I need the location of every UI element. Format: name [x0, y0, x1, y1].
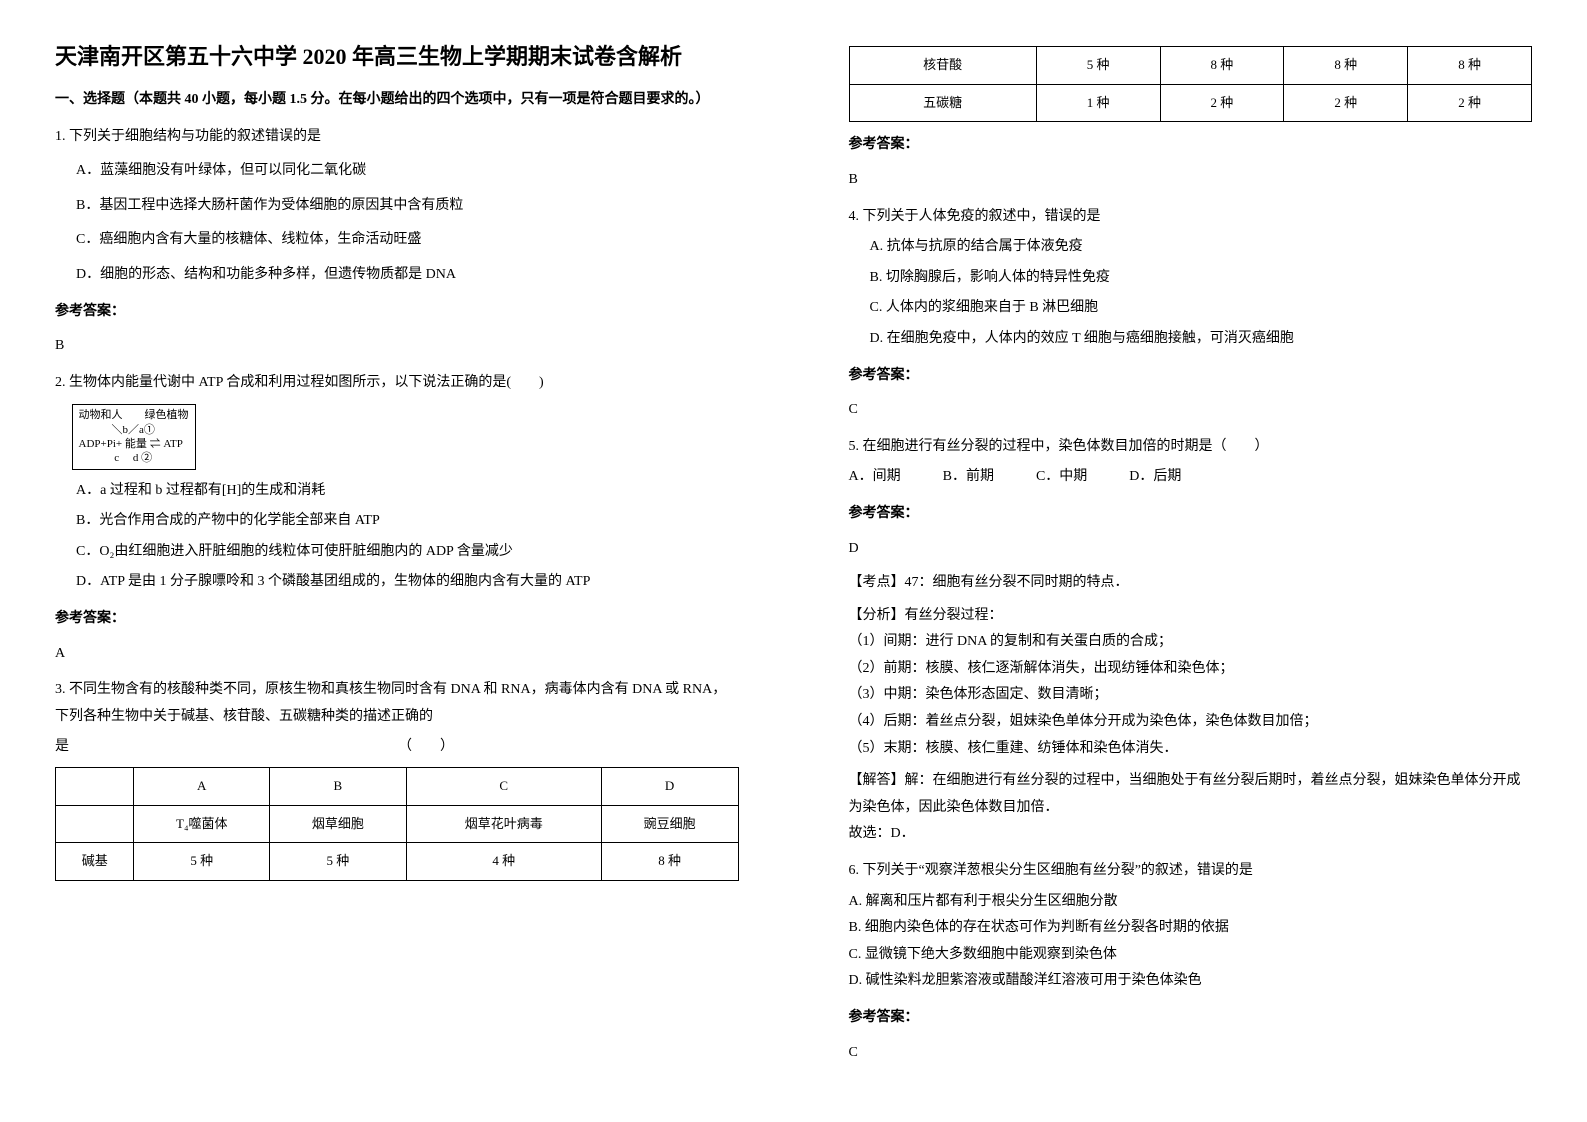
q3-answer: B — [849, 167, 1533, 194]
cell: 核苷酸 — [849, 47, 1036, 85]
table-row: A B C D — [56, 767, 739, 805]
cell: 5 种 — [270, 843, 407, 881]
q4-answer: C — [849, 397, 1533, 424]
left-page: 天津南开区第五十六中学 2020 年高三生物上学期期末试卷含解析 一、选择题（本… — [0, 0, 794, 1122]
q5-answer: D — [849, 536, 1533, 563]
q3-stem2: 是 （ ） — [55, 734, 739, 761]
q1-opt-d: D．细胞的形态、结构和功能多种多样，但遗传物质都是 DNA — [76, 262, 739, 289]
cell: C — [406, 767, 601, 805]
q4-opt-c: C. 人体内的浆细胞来自于 B 淋巴细胞 — [870, 295, 1533, 322]
q2-stem: 2. 生物体内能量代谢中 ATP 合成和利用过程如图所示，以下说法正确的是( ) — [55, 370, 739, 397]
cell: 五碳糖 — [849, 84, 1036, 122]
diagram-line: c d ② — [79, 451, 189, 465]
q1-answer-label: 参考答案： — [55, 299, 739, 326]
q4-stem: 4. 下列关于人体免疫的叙述中，错误的是 — [849, 204, 1533, 231]
q6-opt-c: C. 显微镜下绝大多数细胞中能观察到染色体 — [849, 942, 1533, 969]
q2-opt-d: D．ATP 是由 1 分子腺嘌呤和 3 个磷酸基团组成的，生物体的细胞内含有大量… — [76, 569, 739, 596]
q5-ana5: （5）末期：核膜、核仁重建、纺锤体和染色体消失． — [849, 736, 1533, 763]
diagram-line: ADP+Pi+ 能量 ⇌ ATP — [79, 437, 189, 451]
q5-ana1: （1）间期：进行 DNA 的复制和有关蛋白质的合成； — [849, 629, 1533, 656]
q5-ana2: （2）前期：核膜、核仁逐渐解体消失，出现纺锤体和染色体； — [849, 656, 1533, 683]
q2-answer-label: 参考答案： — [55, 606, 739, 633]
table-row: 五碳糖 1 种 2 种 2 种 2 种 — [849, 84, 1532, 122]
cell: B — [270, 767, 407, 805]
q5-ana4: （4）后期：着丝点分裂，姐妹染色单体分开成为染色体，染色体数目加倍； — [849, 709, 1533, 736]
cell: T₄噬菌体 — [134, 805, 270, 843]
q5-stem: 5. 在细胞进行有丝分裂的过程中，染色体数目加倍的时期是（ ） — [849, 434, 1533, 461]
cell: 8 种 — [1408, 47, 1532, 85]
cell: 烟草细胞 — [270, 805, 407, 843]
q1-stem: 1. 下列关于细胞结构与功能的叙述错误的是 — [55, 124, 739, 151]
q6-opt-d: D. 碱性染料龙胆紫溶液或醋酸洋红溶液可用于染色体染色 — [849, 968, 1533, 995]
cell: 8 种 — [601, 843, 738, 881]
q6-stem: 6. 下列关于“观察洋葱根尖分生区细胞有丝分裂”的叙述，错误的是 — [849, 858, 1533, 885]
right-page: 核苷酸 5 种 8 种 8 种 8 种 五碳糖 1 种 2 种 2 种 2 种 … — [794, 0, 1587, 1122]
q4-opt-d: D. 在细胞免疫中，人体内的效应 T 细胞与癌细胞接触，可消灭癌细胞 — [870, 326, 1533, 353]
cell: 豌豆细胞 — [601, 805, 738, 843]
q5-sol2: 故选：D． — [849, 821, 1533, 848]
cell: 2 种 — [1408, 84, 1532, 122]
cell: 4 种 — [406, 843, 601, 881]
q3-table-cont: 核苷酸 5 种 8 种 8 种 8 种 五碳糖 1 种 2 种 2 种 2 种 — [849, 46, 1533, 122]
q5-ana3: （3）中期：染色体形态固定、数目清晰； — [849, 682, 1533, 709]
q4-opt-b: B. 切除胸腺后，影响人体的特异性免疫 — [870, 265, 1533, 292]
q6-opt-b: B. 细胞内染色体的存在状态可作为判断有丝分裂各时期的依据 — [849, 915, 1533, 942]
cell: 2 种 — [1284, 84, 1408, 122]
q1-opt-b: B．基因工程中选择大肠杆菌作为受体细胞的原因其中含有质粒 — [76, 193, 739, 220]
cell: 碱基 — [56, 843, 134, 881]
q5-tag: 【考点】47：细胞有丝分裂不同时期的特点． — [849, 570, 1533, 597]
cell: 8 种 — [1160, 47, 1284, 85]
exam-title: 天津南开区第五十六中学 2020 年高三生物上学期期末试卷含解析 — [55, 40, 739, 73]
cell: A — [134, 767, 270, 805]
q6-opt-a: A. 解离和压片都有利于根尖分生区细胞分散 — [849, 889, 1533, 916]
q4-answer-label: 参考答案： — [849, 363, 1533, 390]
cell: 5 种 — [1036, 47, 1160, 85]
q1-answer: B — [55, 333, 739, 360]
q2-answer: A — [55, 641, 739, 668]
cell — [56, 767, 134, 805]
q5-analysis-head: 【分析】有丝分裂过程： — [849, 603, 1533, 630]
cell: 2 种 — [1160, 84, 1284, 122]
table-row: 碱基 5 种 5 种 4 种 8 种 — [56, 843, 739, 881]
q2-opt-c: C．O₂由红细胞进入肝脏细胞的线粒体可使肝脏细胞内的 ADP 含量减少 — [76, 539, 739, 566]
table-row: 核苷酸 5 种 8 种 8 种 8 种 — [849, 47, 1532, 85]
cell: 8 种 — [1284, 47, 1408, 85]
q5-answer-label: 参考答案： — [849, 501, 1533, 528]
section1-heading: 一、选择题（本题共 40 小题，每小题 1.5 分。在每小题给出的四个选项中，只… — [55, 87, 739, 114]
q3-table: A B C D T₄噬菌体 烟草细胞 烟草花叶病毒 豌豆细胞 碱基 5 种 5 … — [55, 767, 739, 881]
q1-opt-c: C．癌细胞内含有大量的核糖体、线粒体，生命活动旺盛 — [76, 227, 739, 254]
q6-answer: C — [849, 1040, 1533, 1067]
q2-opt-b: B．光合作用合成的产物中的化学能全部来自 ATP — [76, 508, 739, 535]
diagram-line: 动物和人 绿色植物 — [79, 408, 189, 422]
cell: 烟草花叶病毒 — [406, 805, 601, 843]
q3-answer-label: 参考答案： — [849, 132, 1533, 159]
cell: 1 种 — [1036, 84, 1160, 122]
cell: D — [601, 767, 738, 805]
diagram-line: ＼b／a① — [79, 423, 189, 437]
table-row: T₄噬菌体 烟草细胞 烟草花叶病毒 豌豆细胞 — [56, 805, 739, 843]
q5-opts: A．间期 B．前期 C．中期 D．后期 — [849, 464, 1533, 491]
cell: 5 种 — [134, 843, 270, 881]
cell — [56, 805, 134, 843]
q3-stem1: 3. 不同生物含有的核酸种类不同，原核生物和真核生物同时含有 DNA 和 RNA… — [55, 677, 739, 730]
q2-diagram: 动物和人 绿色植物 ＼b／a① ADP+Pi+ 能量 ⇌ ATP c d ② — [72, 404, 196, 469]
q2-opt-a: A．a 过程和 b 过程都有[H]的生成和消耗 — [76, 478, 739, 505]
q5-sol: 【解答】解：在细胞进行有丝分裂的过程中，当细胞处于有丝分裂后期时，着丝点分裂，姐… — [849, 768, 1533, 821]
q4-opt-a: A. 抗体与抗原的结合属于体液免疫 — [870, 234, 1533, 261]
q6-answer-label: 参考答案： — [849, 1005, 1533, 1032]
q1-opt-a: A．蓝藻细胞没有叶绿体，但可以同化二氧化碳 — [76, 158, 739, 185]
